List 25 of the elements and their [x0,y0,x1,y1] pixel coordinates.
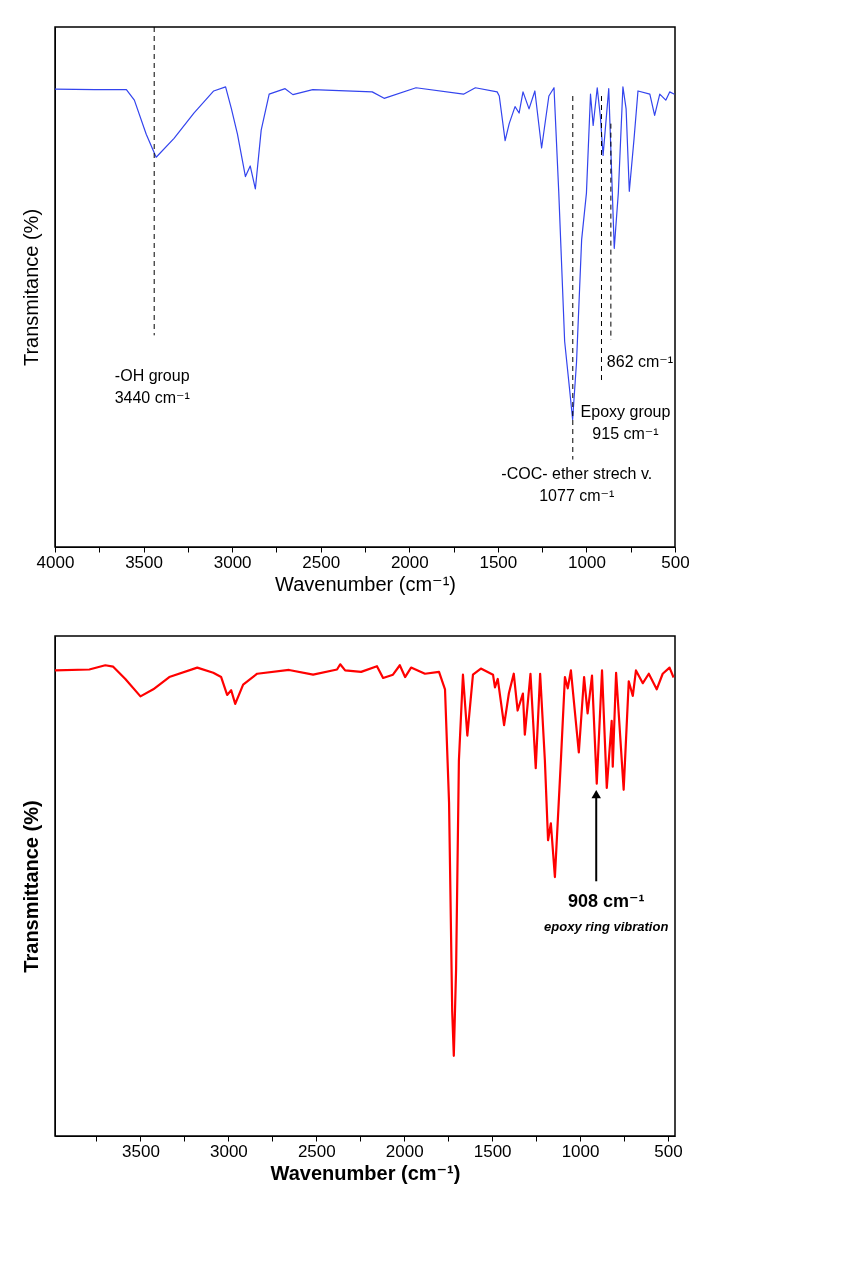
x-tick-label: 3000 [209,1141,248,1161]
ref-line-label: Epoxy group 915 cm⁻¹ [580,403,671,443]
x-tick-label: 2000 [390,552,429,572]
x-tick-label: 1500 [479,552,518,572]
ref-line-label: 862 cm⁻¹ [606,352,674,370]
x-axis-title: Wavenumber (cm⁻¹) [270,1161,461,1184]
x-tick-label: 1500 [473,1141,512,1161]
x-tick-label: 2500 [297,1141,336,1161]
x-tick-label: 2500 [302,552,341,572]
annotation: 908 cm⁻¹ [567,891,645,912]
x-tick-label: 4000 [36,552,75,572]
x-tick-label: 1000 [561,1141,600,1161]
annotation: epoxy ring vibration [544,919,669,935]
x-tick-label: 3500 [125,552,163,572]
y-axis-title: Transmitance (%) [19,208,42,367]
ref-line-label: -COC- ether strech v. 1077 cm⁻¹ [501,465,653,505]
x-tick-label: 3000 [213,552,252,572]
ref-line-label: -OH group 3440 cm⁻¹ [114,366,190,406]
x-tick-label: 3500 [122,1141,160,1161]
x-axis-title: Wavenumber (cm⁻¹) [275,572,456,595]
x-tick-label: 500 [654,1141,683,1161]
x-tick-label: 500 [661,552,690,572]
x-tick-label: 1000 [568,552,606,572]
x-tick-label: 2000 [385,1141,424,1161]
y-axis-title: Transmittance (%) [19,800,42,973]
